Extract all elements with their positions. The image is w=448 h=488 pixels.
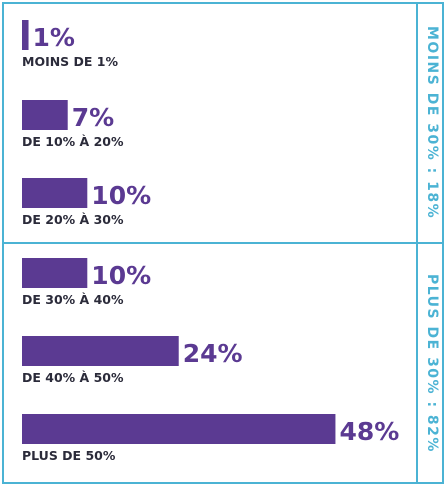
bar-value-label: 1% <box>33 23 75 52</box>
group-divider <box>416 4 418 242</box>
category-label: DE 20% À 30% <box>22 212 124 227</box>
category-label: DE 40% À 50% <box>22 370 124 385</box>
group-label-low-text: MOINS DE 30% : 18% <box>424 26 440 220</box>
category-label: DE 10% À 20% <box>22 134 124 149</box>
bar <box>22 336 179 366</box>
bar-value-label: 10% <box>91 181 151 210</box>
bar <box>22 20 29 50</box>
group-panel-high: PLUS DE 30% : 82% <box>2 242 444 484</box>
bar-value-label: 10% <box>91 261 151 290</box>
bar <box>22 258 88 288</box>
bar-value-label: 24% <box>183 339 243 368</box>
category-label: DE 30% À 40% <box>22 292 124 307</box>
group-label-high-text: PLUS DE 30% : 82% <box>424 273 440 453</box>
group-label-low: MOINS DE 30% : 18% <box>418 4 446 242</box>
group-label-high: PLUS DE 30% : 82% <box>418 244 446 482</box>
bar-value-label: 48% <box>339 417 399 446</box>
bar-value-label: 7% <box>72 103 114 132</box>
category-label: PLUS DE 50% <box>22 448 116 463</box>
group-divider <box>416 244 418 482</box>
bar <box>22 100 68 130</box>
category-label: MOINS DE 1% <box>22 54 118 69</box>
bar <box>22 414 336 444</box>
bar <box>22 178 88 208</box>
